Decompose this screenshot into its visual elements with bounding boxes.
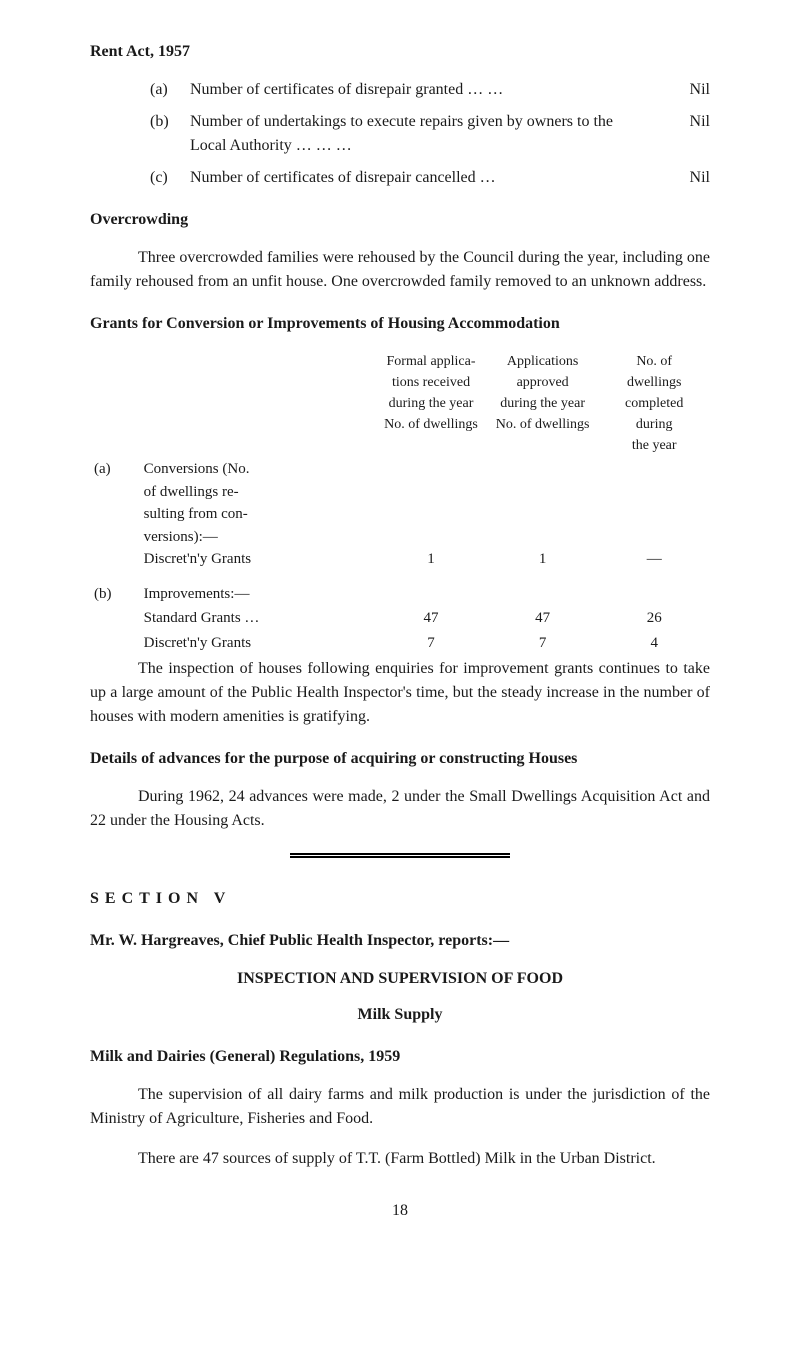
col1-header: Formal applica- tions received during th… xyxy=(375,350,487,457)
discret-v2: 7 xyxy=(487,631,599,656)
grants-row-discret: Discret'n'y Grants 7 7 4 xyxy=(90,631,710,656)
advances-body: During 1962, 24 advances were made, 2 un… xyxy=(90,785,710,833)
col2-header: Applications approved during the year No… xyxy=(487,350,599,457)
row-a-label: Conversions (No. of dwellings re- sultin… xyxy=(140,457,376,572)
section-v: SECTION V Mr. W. Hargreaves, Chief Publi… xyxy=(90,887,710,1171)
overcrowding-body: Three overcrowded families were rehoused… xyxy=(90,246,710,294)
advances-section: Details of advances for the purpose of a… xyxy=(90,747,710,833)
item-label: (c) xyxy=(150,166,190,190)
item-text: Number of certificates of disrepair canc… xyxy=(190,166,650,190)
grants-row-a: (a) Conversions (No. of dwellings re- su… xyxy=(90,457,710,572)
overcrowding-section: Overcrowding Three overcrowded families … xyxy=(90,208,710,294)
item-value: Nil xyxy=(650,166,710,190)
regulations-title: Milk and Dairies (General) Regulations, … xyxy=(90,1045,710,1069)
standard-label: Standard Grants … xyxy=(140,606,376,631)
item-label: (a) xyxy=(150,78,190,102)
grants-row-b-header: (b) Improvements:— xyxy=(90,582,710,607)
section-v-para1: The supervision of all dairy farms and m… xyxy=(90,1083,710,1131)
rent-act-section: Rent Act, 1957 (a) Number of certificate… xyxy=(90,40,710,190)
row-a-v2: 1 xyxy=(487,457,599,572)
advances-title: Details of advances for the purpose of a… xyxy=(90,747,710,771)
item-label: (b) xyxy=(150,110,190,158)
grants-section: Grants for Conversion or Improvements of… xyxy=(90,312,710,729)
rent-act-item-a: (a) Number of certificates of disrepair … xyxy=(150,78,710,102)
row-b-marker: (b) xyxy=(90,582,140,607)
item-value: Nil xyxy=(650,110,710,158)
row-a-v1: 1 xyxy=(375,457,487,572)
reporter-line: Mr. W. Hargreaves, Chief Public Health I… xyxy=(90,929,710,953)
section-v-label: SECTION V xyxy=(90,887,710,911)
overcrowding-title: Overcrowding xyxy=(90,208,710,232)
discret-v3: 4 xyxy=(598,631,710,656)
discret-v1: 7 xyxy=(375,631,487,656)
col3-header: No. of dwellings completed during the ye… xyxy=(598,350,710,457)
item-text: Number of undertakings to execute repair… xyxy=(190,110,650,158)
rent-act-item-c: (c) Number of certificates of disrepair … xyxy=(150,166,710,190)
inspection-title: INSPECTION AND SUPERVISION OF FOOD xyxy=(90,967,710,991)
milk-supply-subtitle: Milk Supply xyxy=(90,1003,710,1027)
grants-title: Grants for Conversion or Improvements of… xyxy=(90,312,710,336)
rent-act-item-b: (b) Number of undertakings to execute re… xyxy=(150,110,710,158)
section-v-para2: There are 47 sources of supply of T.T. (… xyxy=(90,1147,710,1171)
row-a-v3: — xyxy=(598,457,710,572)
rent-act-title: Rent Act, 1957 xyxy=(90,40,710,64)
grants-inspection-body: The inspection of houses following enqui… xyxy=(90,657,710,729)
standard-v2: 47 xyxy=(487,606,599,631)
item-text: Number of certificates of disrepair gran… xyxy=(190,78,650,102)
row-b-label: Improvements:— xyxy=(140,582,376,607)
page-number: 18 xyxy=(90,1199,710,1223)
grants-row-standard: Standard Grants … 47 47 26 xyxy=(90,606,710,631)
discret-label: Discret'n'y Grants xyxy=(140,631,376,656)
standard-v3: 26 xyxy=(598,606,710,631)
standard-v1: 47 xyxy=(375,606,487,631)
row-a-marker: (a) xyxy=(90,457,140,572)
section-divider xyxy=(290,853,510,859)
grants-table: Formal applica- tions received during th… xyxy=(90,350,710,655)
item-value: Nil xyxy=(650,78,710,102)
